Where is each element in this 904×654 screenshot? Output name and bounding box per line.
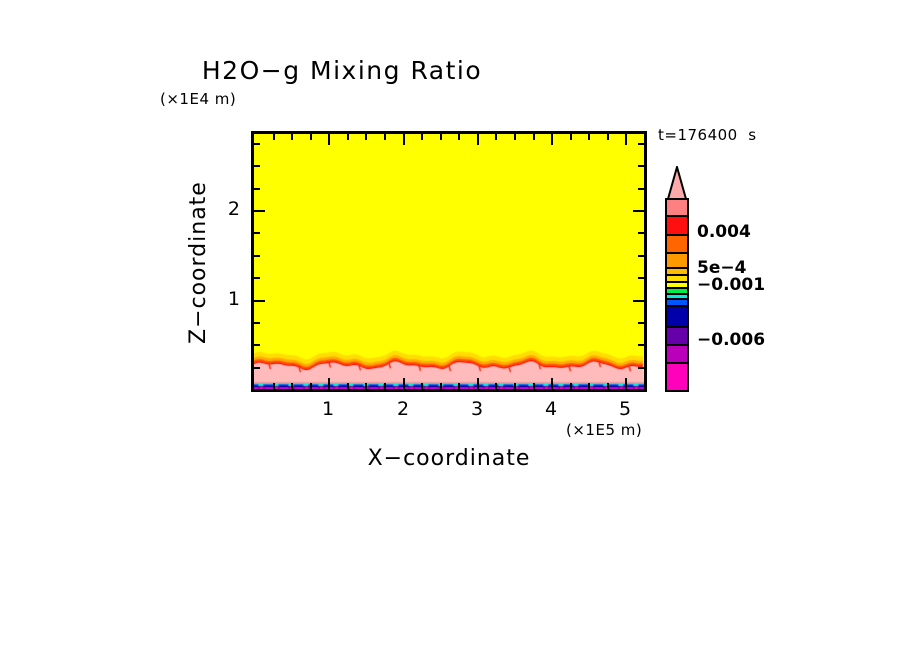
x-minor-tick (533, 134, 535, 140)
y-minor-tick (638, 322, 644, 324)
x-minor-tick (495, 383, 497, 389)
x-tick-label: 4 (544, 398, 558, 420)
colorbar (665, 166, 689, 392)
x-minor-tick (273, 383, 275, 389)
colorbar-band (667, 282, 687, 290)
x-tick-label: 1 (321, 398, 335, 420)
y-minor-tick (638, 165, 644, 167)
x-major-tick (477, 378, 479, 389)
colorbar-band (667, 269, 687, 276)
y-minor-tick (638, 232, 644, 234)
x-minor-tick (347, 383, 349, 389)
x-minor-tick (607, 134, 609, 140)
x-minor-tick (570, 134, 572, 140)
x-minor-tick (440, 383, 442, 389)
y-minor-tick (254, 165, 260, 167)
y-minor-tick (254, 367, 260, 369)
y-axis-unit-label: (×1E4 m) (160, 90, 237, 108)
colorbar-band (667, 294, 687, 300)
x-minor-tick (514, 383, 516, 389)
colorbar-band (667, 236, 687, 255)
y-major-tick (633, 300, 644, 302)
y-minor-tick (254, 322, 260, 324)
x-minor-tick (291, 383, 293, 389)
y-tick-label: 2 (227, 198, 240, 220)
colorbar-arrow-icon (666, 166, 688, 200)
y-minor-tick (254, 344, 260, 346)
x-minor-tick (440, 134, 442, 140)
y-minor-tick (254, 277, 260, 279)
x-minor-tick (365, 383, 367, 389)
colorbar-tick-label: 5e−4 (697, 258, 747, 278)
colorbar-tick-label: −0.001 (697, 275, 766, 295)
y-minor-tick (254, 255, 260, 257)
y-minor-tick (638, 143, 644, 145)
x-minor-tick (291, 134, 293, 140)
colorbar-band (667, 328, 687, 347)
y-minor-tick (638, 188, 644, 190)
x-axis-unit-label: (×1E5 m) (566, 421, 643, 439)
x-minor-tick (495, 134, 497, 140)
plot-area (251, 131, 647, 392)
x-minor-tick (310, 383, 312, 389)
colorbar-band (667, 275, 687, 283)
x-minor-tick (533, 383, 535, 389)
x-minor-tick (310, 134, 312, 140)
x-major-tick (328, 378, 330, 389)
x-minor-tick (588, 383, 590, 389)
timestamp-label: t=176400 s (658, 126, 757, 144)
x-minor-tick (273, 134, 275, 140)
y-minor-tick (638, 344, 644, 346)
x-tick-label: 3 (470, 398, 484, 420)
y-axis-title: Z−coordinate (186, 181, 211, 344)
y-minor-tick (254, 143, 260, 145)
y-minor-tick (638, 255, 644, 257)
x-minor-tick (588, 134, 590, 140)
x-minor-tick (384, 383, 386, 389)
colorbar-band (667, 299, 687, 308)
x-major-tick (403, 378, 405, 389)
contour-field-canvas (254, 134, 644, 389)
colorbar-band (667, 200, 687, 217)
y-minor-tick (254, 232, 260, 234)
x-minor-tick (347, 134, 349, 140)
y-major-tick (633, 210, 644, 212)
x-minor-tick (607, 383, 609, 389)
colorbar-band (667, 289, 687, 295)
x-tick-label: 5 (618, 398, 632, 420)
colorbar-tick-label: −0.006 (697, 330, 766, 350)
x-minor-tick (384, 134, 386, 140)
x-major-tick (551, 134, 553, 145)
page-title: H2O−g Mixing Ratio (201, 56, 483, 85)
y-minor-tick (254, 188, 260, 190)
x-minor-tick (458, 134, 460, 140)
y-major-tick (254, 210, 265, 212)
x-tick-label: 2 (396, 398, 410, 420)
colorbar-tick-label: 0.004 (697, 222, 751, 242)
x-minor-tick (514, 134, 516, 140)
x-major-tick (403, 134, 405, 145)
x-major-tick (625, 378, 627, 389)
colorbar-band (667, 346, 687, 365)
x-axis-title: X−coordinate (367, 446, 531, 471)
x-major-tick (625, 134, 627, 145)
y-minor-tick (638, 367, 644, 369)
colorbar-band (667, 364, 687, 390)
colorbar-band (667, 216, 687, 237)
y-major-tick (254, 300, 265, 302)
x-minor-tick (365, 134, 367, 140)
colorbar-band (667, 254, 687, 270)
x-minor-tick (421, 134, 423, 140)
x-minor-tick (570, 383, 572, 389)
y-tick-label: 1 (227, 288, 240, 310)
x-major-tick (477, 134, 479, 145)
x-minor-tick (458, 383, 460, 389)
y-minor-tick (638, 277, 644, 279)
colorbar-bands (665, 198, 689, 392)
x-major-tick (551, 378, 553, 389)
x-major-tick (328, 134, 330, 145)
x-minor-tick (421, 383, 423, 389)
colorbar-band (667, 307, 687, 329)
